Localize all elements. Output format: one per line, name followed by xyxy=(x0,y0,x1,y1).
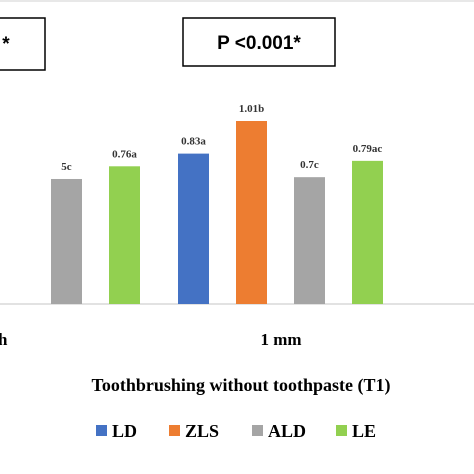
legend-label-ld: LD xyxy=(112,421,137,441)
legend-label-ald: ALD xyxy=(268,421,306,441)
bar-ld-1 xyxy=(178,153,209,304)
x-tick-label: h xyxy=(0,330,8,349)
legend-label-le: LE xyxy=(352,421,376,441)
p-annotation-left: * xyxy=(0,17,46,71)
bar-ald-1 xyxy=(294,177,325,304)
p-annotation-text: P <0.001* xyxy=(217,33,301,54)
data-label-zls-1: 1.01b xyxy=(239,103,264,115)
legend-swatch-zls xyxy=(169,425,180,436)
legend-swatch-le xyxy=(336,425,347,436)
bar-ald-0 xyxy=(51,178,82,304)
bar-le-1 xyxy=(352,160,383,304)
x-tick-labels: h 1 mm xyxy=(0,330,302,349)
data-label-ald-0: 5c xyxy=(61,161,72,173)
legend-swatch-ld xyxy=(96,425,107,436)
p-annotation-text: * xyxy=(2,34,10,55)
x-tick-label: 1 mm xyxy=(260,330,301,349)
data-label-le-0: 0.76a xyxy=(112,148,137,160)
data-label-ld-1: 0.83a xyxy=(181,136,206,148)
p-annotation-box xyxy=(0,17,46,71)
p-annotation-right: P <0.001* xyxy=(182,17,336,67)
bar-zls-1 xyxy=(236,121,267,304)
p-annotation-box xyxy=(182,17,336,67)
bar-le-0 xyxy=(109,166,140,304)
legend-label-zls: ZLS xyxy=(185,421,219,441)
data-label-ald-1: 0.7c xyxy=(300,159,319,171)
x-axis-title: Toothbrushing without toothpaste (T1) xyxy=(92,375,391,396)
legend-swatch-ald xyxy=(252,425,263,436)
legend: LD ZLS ALD LE xyxy=(96,421,376,441)
data-label-le-1: 0.79ac xyxy=(353,143,383,155)
bars-group: 5c 0.76a 0.83a 1.01b 0.7c 0.79ac xyxy=(51,103,383,304)
